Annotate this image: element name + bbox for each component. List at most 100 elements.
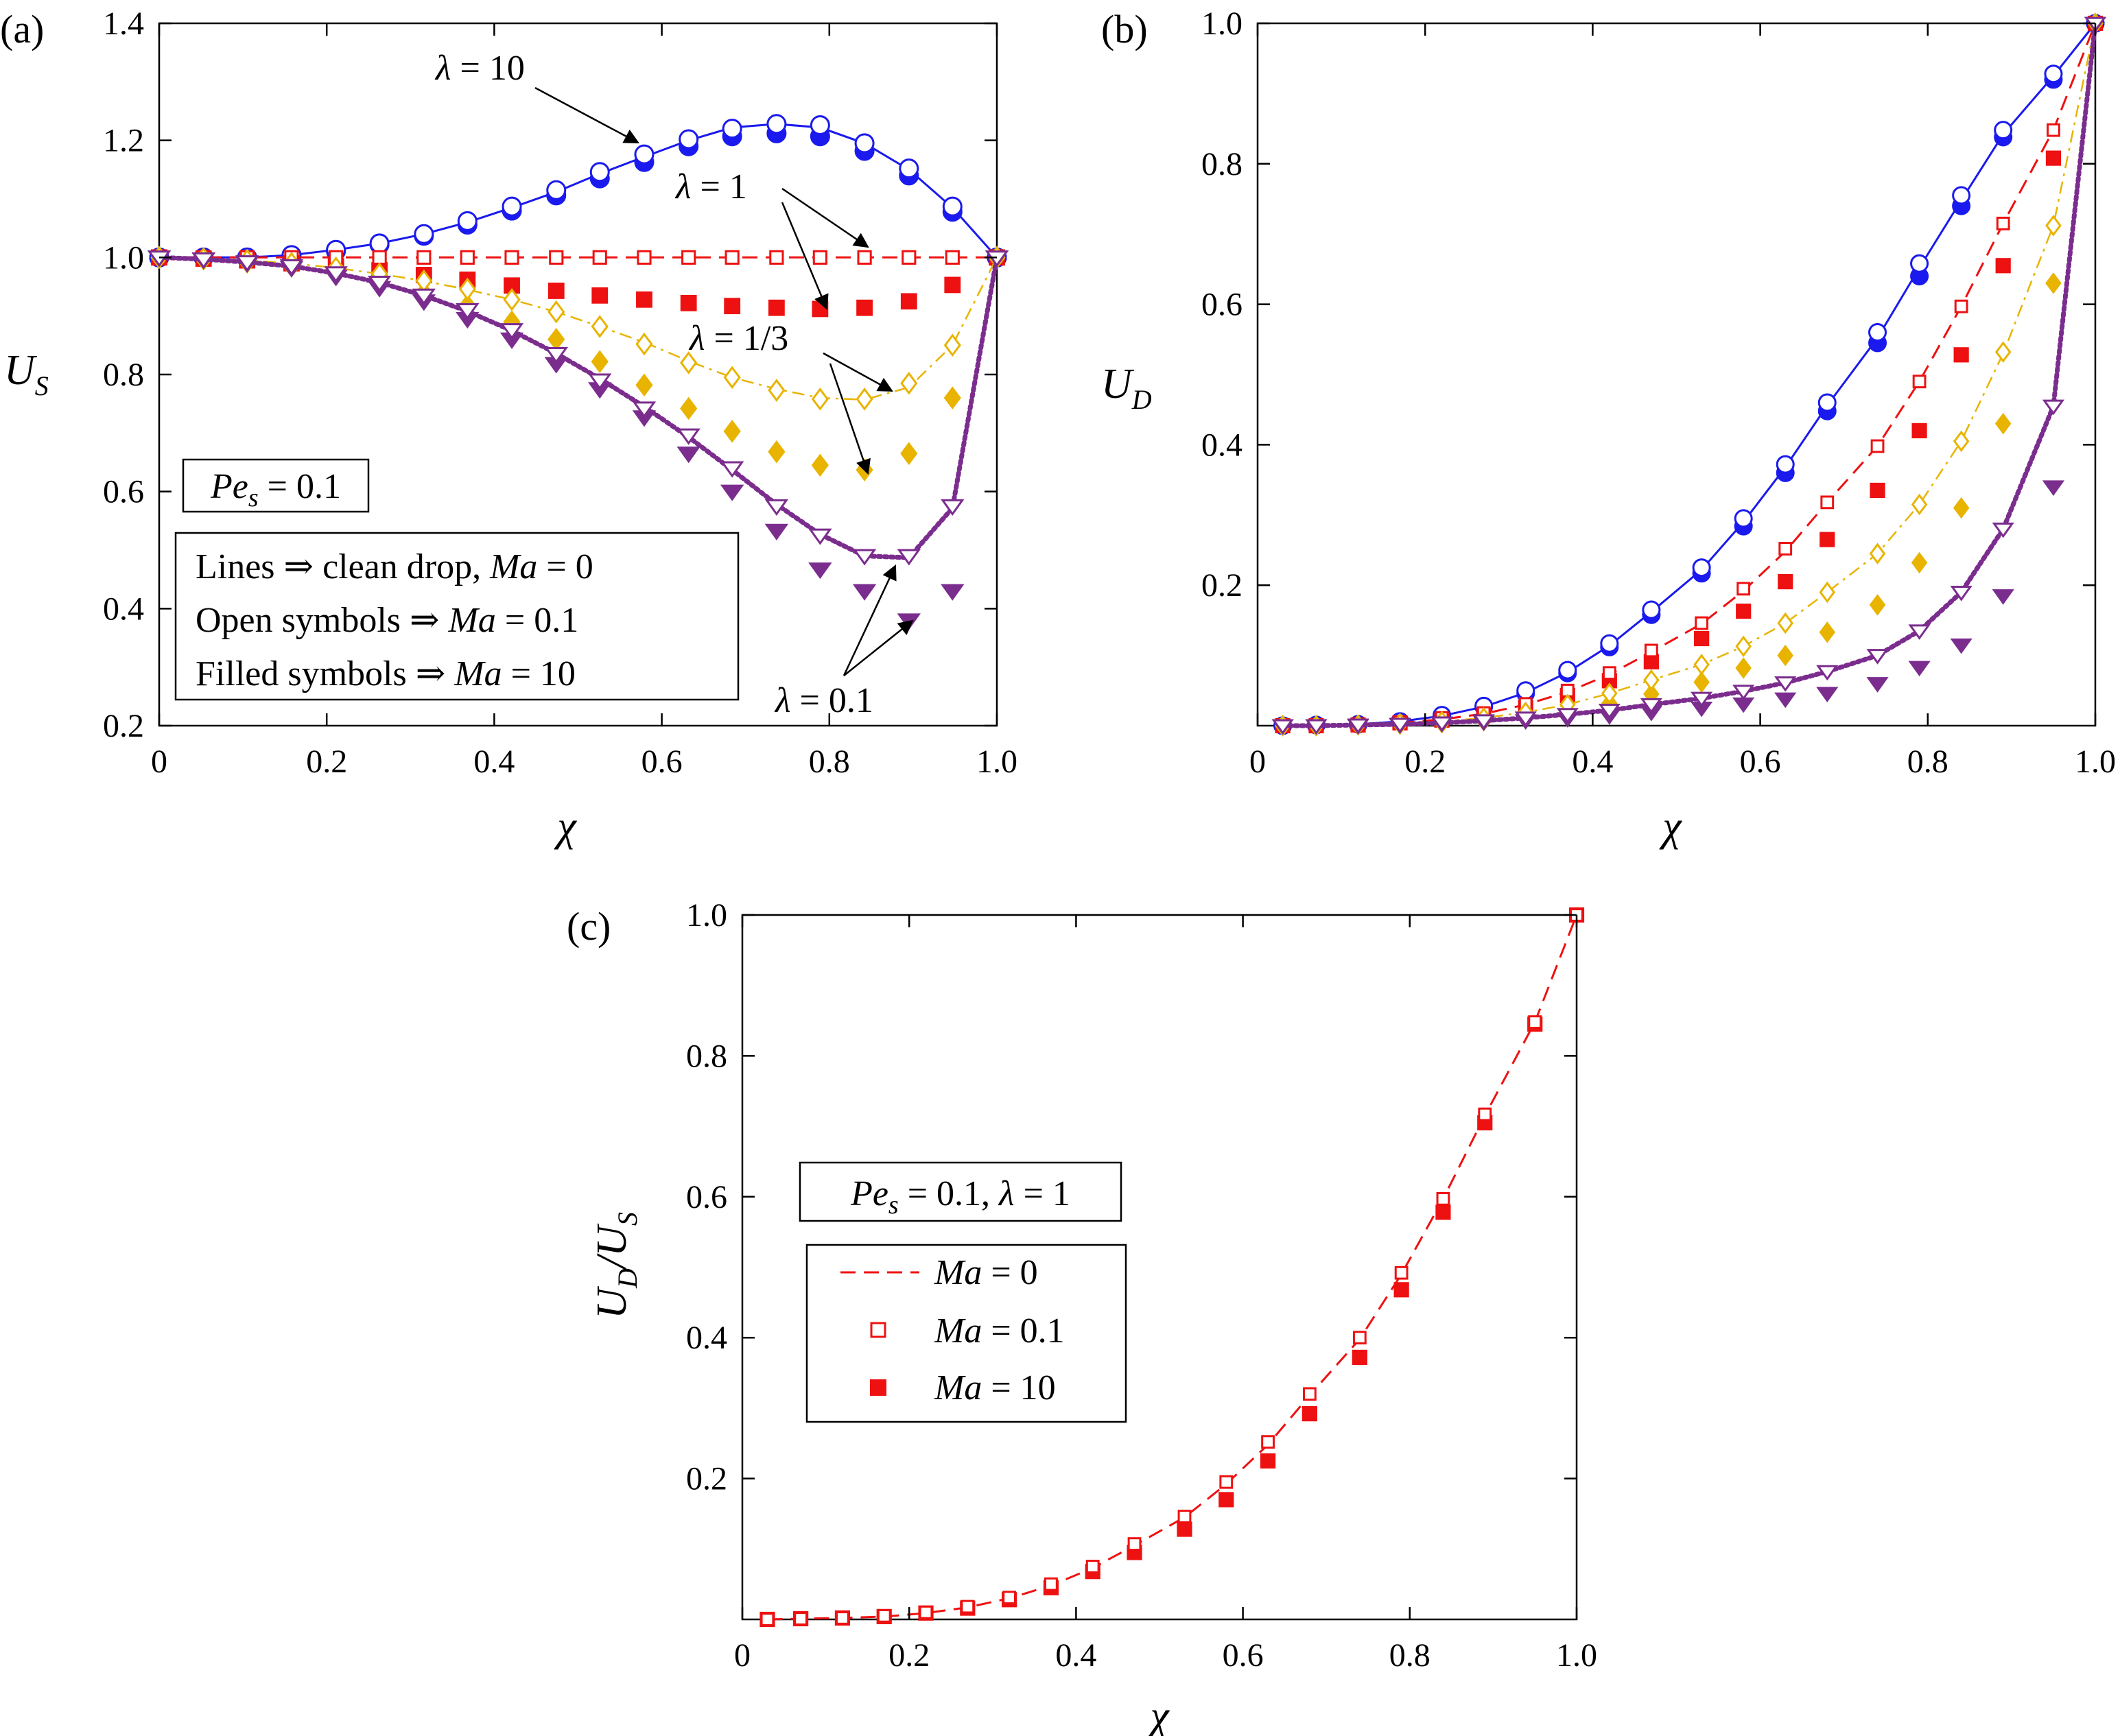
data-point-filled — [764, 523, 789, 540]
x-tick-label: 0.4 — [1055, 1637, 1096, 1674]
legend-ma01-label: Ma = 0.1 — [934, 1311, 1065, 1351]
y-tick-label: 0.8 — [103, 357, 144, 393]
data-point-filled — [941, 584, 965, 601]
x-tick-label: 1.0 — [2075, 744, 2116, 780]
y-tick-label: 0.4 — [1201, 427, 1242, 463]
data-point-filled — [680, 294, 697, 311]
data-point-filled — [1735, 657, 1752, 679]
data-point-open — [544, 347, 568, 364]
data-point-open — [760, 1613, 775, 1626]
panel-c-x-axis-label: χ — [1146, 1693, 1170, 1736]
data-point-open — [1305, 719, 1328, 735]
data-point-open — [1472, 714, 1495, 730]
data-point-open — [2047, 123, 2060, 137]
data-point-open — [367, 275, 392, 293]
data-point-open — [1816, 665, 1839, 681]
data-point-filled — [1869, 594, 1886, 616]
data-point-filled — [591, 287, 609, 304]
y-tick-label: 1.0 — [686, 897, 727, 934]
data-point-open — [412, 288, 436, 305]
x-tick-label: 0.8 — [809, 744, 850, 780]
series-line — [1282, 23, 2097, 727]
panel-a-info-text: Pes = 0.1 — [210, 467, 341, 512]
data-point-filled — [1866, 677, 1889, 693]
data-point-filled — [852, 584, 877, 601]
data-point-open — [941, 499, 965, 516]
data-point-open — [372, 250, 387, 265]
panel-c-plot-frame — [741, 914, 1578, 1621]
y-tick-label: 0.2 — [686, 1461, 727, 1497]
data-point-filled — [1777, 644, 1794, 667]
panel-a-ticks: 0 0.2 0.4 0.6 0.8 1.00.20.40.60.81.01.21.4 — [103, 5, 1017, 780]
panel-b-plot-frame — [1256, 22, 2097, 727]
data-point-filled — [1260, 1453, 1276, 1469]
data-point-filled — [676, 447, 700, 464]
data-point-open — [1692, 558, 1711, 578]
legend-ma10-label: Ma = 10 — [934, 1368, 1056, 1407]
data-point-open — [899, 158, 919, 179]
data-point-filled — [591, 350, 609, 374]
data-point-open — [416, 250, 432, 265]
data-point-open — [549, 250, 564, 265]
data-point-open — [836, 1611, 849, 1625]
data-point-open — [1556, 708, 1579, 724]
data-point-filled — [1393, 1282, 1409, 1298]
data-point-filled — [1694, 630, 1710, 647]
data-point-open — [1817, 393, 1837, 412]
data-point-open — [1640, 698, 1662, 714]
data-point-filled — [944, 276, 961, 294]
y-tick-label: 0.8 — [1201, 146, 1242, 182]
data-point-open — [676, 428, 700, 445]
data-point-open — [1735, 635, 1752, 657]
data-point-open — [1644, 643, 1658, 658]
data-point-filled — [547, 283, 565, 299]
data-point-filled — [723, 419, 741, 443]
series-line — [158, 257, 998, 401]
y-tick-label: 0.4 — [103, 591, 144, 627]
series-line — [1280, 21, 2098, 728]
data-point-open — [766, 114, 787, 134]
data-point-open — [1777, 612, 1794, 634]
x-tick-label: 1.0 — [1556, 1637, 1597, 1674]
data-point-filled — [680, 396, 698, 420]
data-point-open — [877, 1608, 891, 1623]
data-point-filled — [768, 299, 785, 316]
data-point-open — [1870, 439, 1885, 453]
data-point-open — [919, 1605, 933, 1619]
data-point-open — [1776, 455, 1795, 474]
data-point-open — [547, 300, 565, 324]
x-tick-label: 0.4 — [1572, 744, 1613, 780]
panel-b: (b) 0 0.2 0.4 0.6 0.8 1.0 0.2 0.4 0.6 0.8 1.0 UD χ — [1101, 5, 2116, 850]
data-point-open — [857, 250, 872, 265]
data-point-open — [1820, 495, 1835, 510]
data-point-open — [1389, 717, 1411, 734]
data-point-filled — [856, 299, 873, 316]
data-point-open — [591, 315, 609, 338]
data-point-open — [1478, 1107, 1492, 1121]
x-tick-label: 0.4 — [473, 744, 515, 780]
data-point-open — [900, 372, 918, 395]
annotation-lambda-0-1: λ = 0.1 — [774, 681, 873, 720]
data-point-open — [502, 196, 522, 217]
data-point-open — [1602, 666, 1616, 680]
x-tick-label: 0.6 — [1223, 1637, 1264, 1674]
data-point-filled — [724, 298, 741, 315]
x-tick-label: 0.2 — [888, 1637, 930, 1674]
arrow-lambda-10 — [534, 86, 639, 144]
data-point-open — [1912, 374, 1927, 389]
panel-b-x-axis-label: χ — [1659, 803, 1682, 850]
data-point-open — [1994, 121, 2013, 140]
data-point-filled — [1218, 1492, 1234, 1508]
data-point-open — [414, 224, 434, 244]
data-point-open — [942, 196, 963, 217]
data-point-filled — [943, 386, 961, 409]
data-point-open — [722, 119, 742, 139]
data-point-open — [1302, 1387, 1317, 1401]
data-point-open — [1868, 323, 1887, 342]
data-point-open — [1953, 430, 1970, 452]
data-point-open — [1950, 586, 1972, 602]
x-tick-label: 0.2 — [306, 744, 347, 780]
data-point-open — [279, 259, 304, 276]
data-point-open — [1910, 254, 1929, 273]
data-point-open — [1693, 654, 1710, 676]
